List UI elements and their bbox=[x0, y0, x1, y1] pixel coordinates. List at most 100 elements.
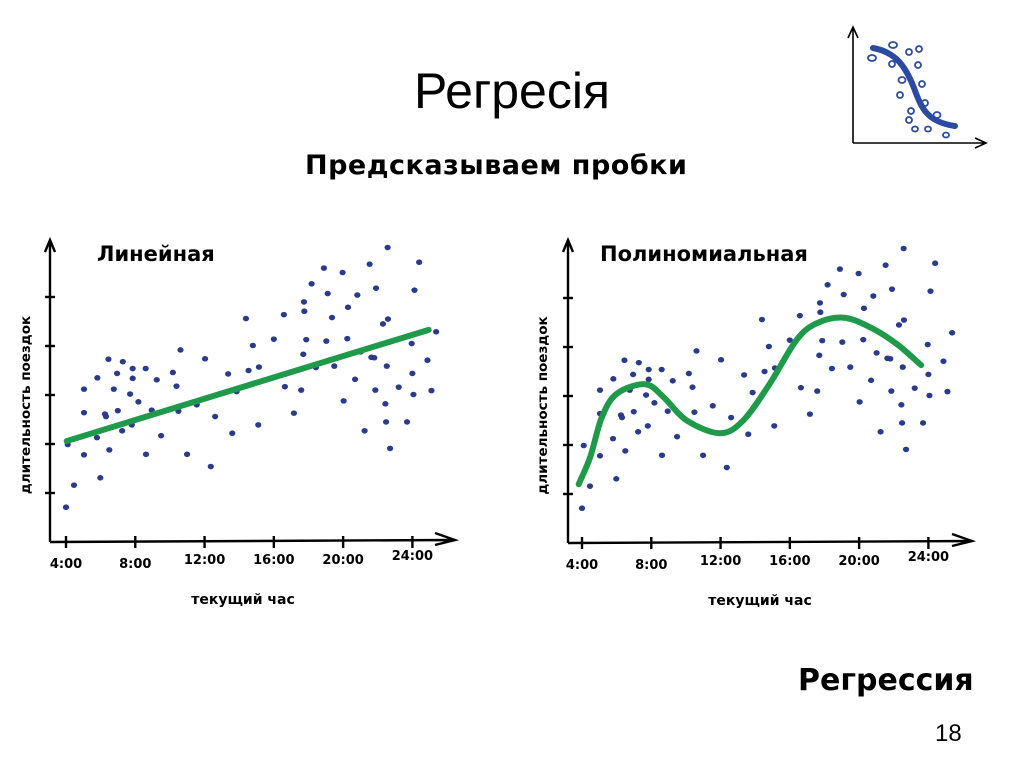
polynomial-fit-line bbox=[575, 314, 925, 488]
data-point bbox=[62, 504, 70, 511]
x-tick-label: 8:00 bbox=[635, 558, 667, 573]
data-point bbox=[300, 299, 308, 305]
data-point bbox=[898, 420, 906, 426]
data-point bbox=[693, 348, 700, 354]
data-point bbox=[119, 358, 126, 365]
data-point bbox=[351, 376, 359, 383]
data-point bbox=[860, 336, 867, 343]
data-point bbox=[867, 377, 875, 384]
data-point bbox=[673, 433, 681, 440]
data-point bbox=[201, 355, 209, 362]
data-point bbox=[761, 368, 768, 375]
data-point bbox=[899, 364, 906, 370]
data-point bbox=[771, 423, 778, 429]
x-tick-label: 24:00 bbox=[392, 549, 433, 564]
data-point bbox=[685, 370, 692, 377]
data-point bbox=[372, 387, 379, 393]
data-point bbox=[635, 359, 642, 366]
data-point bbox=[328, 314, 336, 321]
data-point bbox=[384, 316, 392, 322]
data-point bbox=[613, 476, 620, 482]
data-point bbox=[630, 408, 637, 415]
data-point bbox=[255, 422, 262, 428]
data-point bbox=[80, 409, 88, 416]
data-point bbox=[586, 483, 594, 489]
data-point bbox=[290, 410, 298, 416]
linear-chart: 4:00 8:00 12:00 16:00 20:00 24:00 Линейная теку… bbox=[18, 236, 460, 608]
data-point bbox=[926, 392, 933, 399]
data-point bbox=[119, 427, 126, 434]
x-tick-label: 24:00 bbox=[908, 550, 949, 565]
data-point bbox=[645, 376, 652, 383]
data-point bbox=[126, 391, 134, 397]
data-point bbox=[298, 387, 305, 393]
data-point bbox=[320, 265, 327, 271]
data-point bbox=[610, 376, 617, 382]
data-point bbox=[898, 402, 905, 408]
x-axis bbox=[567, 532, 977, 548]
data-point bbox=[817, 309, 824, 316]
data-point bbox=[786, 337, 793, 343]
data-point bbox=[428, 387, 435, 394]
data-point bbox=[379, 321, 387, 327]
page-number: 18 bbox=[935, 720, 962, 747]
slide-subtitle: Предсказываем пробки bbox=[305, 150, 688, 181]
data-point bbox=[741, 372, 748, 378]
data-point bbox=[745, 431, 752, 438]
data-point bbox=[635, 428, 642, 435]
x-axis bbox=[49, 531, 460, 547]
data-point bbox=[847, 364, 854, 370]
footer-label: Регрессия bbox=[798, 663, 974, 698]
data-point bbox=[836, 266, 843, 272]
data-point bbox=[106, 447, 113, 453]
data-point bbox=[839, 339, 846, 345]
data-point bbox=[411, 287, 418, 293]
data-point bbox=[949, 329, 956, 336]
data-point bbox=[900, 245, 907, 252]
data-point bbox=[323, 338, 330, 344]
data-point bbox=[816, 352, 823, 359]
data-point bbox=[806, 411, 814, 417]
data-point bbox=[229, 430, 236, 437]
data-point bbox=[344, 335, 351, 342]
data-point bbox=[371, 354, 378, 361]
data-point bbox=[629, 371, 637, 378]
x-tick-label: 16:00 bbox=[769, 554, 810, 569]
data-point bbox=[424, 357, 431, 364]
data-point bbox=[403, 419, 411, 425]
polynomial-chart: 4:00 8:00 12:00 16:00 20:00 24:00 Полиномиальн… bbox=[535, 236, 977, 609]
y-axis-label: длительность поездок bbox=[18, 316, 34, 494]
data-point bbox=[372, 285, 380, 291]
data-point bbox=[819, 337, 826, 344]
x-tick-label: 12:00 bbox=[700, 554, 741, 569]
data-point bbox=[142, 451, 150, 458]
data-point bbox=[902, 446, 910, 453]
data-point bbox=[153, 377, 160, 383]
data-point bbox=[93, 434, 101, 441]
data-point bbox=[113, 370, 121, 377]
data-point bbox=[300, 351, 307, 358]
data-point bbox=[344, 304, 352, 311]
data-point bbox=[828, 365, 836, 372]
data-point bbox=[644, 423, 651, 429]
data-point bbox=[870, 293, 877, 299]
data-point bbox=[354, 292, 361, 298]
data-point bbox=[303, 336, 310, 343]
y-axis-label: длительность поездок bbox=[535, 316, 551, 494]
y-axis bbox=[43, 236, 57, 542]
data-point bbox=[433, 328, 440, 335]
data-point bbox=[855, 270, 862, 277]
y-axis bbox=[561, 236, 575, 543]
data-point bbox=[70, 482, 78, 488]
data-point bbox=[281, 383, 289, 390]
data-point bbox=[691, 409, 698, 415]
data-point bbox=[717, 356, 725, 363]
data-point bbox=[212, 413, 219, 420]
data-point bbox=[129, 375, 136, 382]
data-point bbox=[873, 350, 880, 356]
data-point bbox=[361, 427, 368, 434]
data-point bbox=[225, 371, 232, 377]
x-axis-label: текущий час bbox=[191, 592, 295, 608]
data-point bbox=[142, 365, 149, 372]
data-point bbox=[895, 322, 903, 328]
